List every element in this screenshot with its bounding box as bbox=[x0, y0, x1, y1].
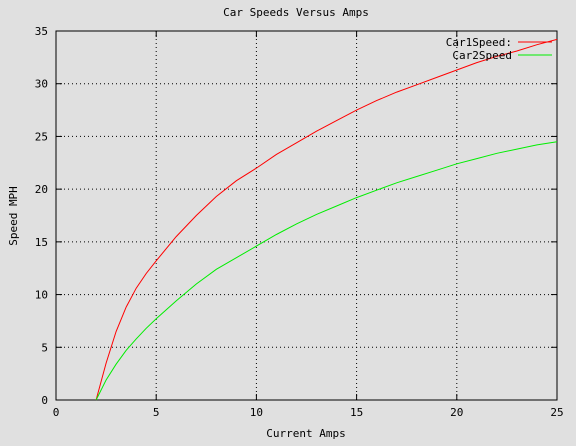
y-tick-label: 25 bbox=[35, 130, 48, 143]
x-tick-label: 25 bbox=[550, 406, 563, 419]
x-tick-label: 10 bbox=[250, 406, 263, 419]
series-line-1 bbox=[95, 38, 558, 401]
y-tick-label: 35 bbox=[35, 25, 48, 38]
legend: Car1Speed:Car2Speed bbox=[446, 36, 552, 62]
grid bbox=[56, 31, 557, 400]
series bbox=[95, 38, 558, 401]
y-tick-label: 5 bbox=[41, 341, 48, 354]
x-tick-label: 5 bbox=[153, 406, 160, 419]
y-tick-label: 20 bbox=[35, 183, 48, 196]
series-line-2 bbox=[95, 141, 558, 401]
legend-label-1: Car1Speed: bbox=[446, 36, 512, 49]
plot-frame bbox=[55, 30, 558, 401]
legend-label-2: Car2Speed bbox=[452, 49, 512, 62]
x-tick-label: 15 bbox=[350, 406, 363, 419]
y-tick-label: 30 bbox=[35, 78, 48, 91]
ticks: 0 5 10 15 20 25 0 5 10 15 20 25 30 35 bbox=[35, 25, 564, 419]
y-axis-label: Speed MPH bbox=[7, 186, 20, 246]
y-tick-label: 15 bbox=[35, 236, 48, 249]
y-tick-label: 10 bbox=[35, 289, 48, 302]
chart-title: Car Speeds Versus Amps bbox=[223, 6, 369, 19]
y-tick-label: 0 bbox=[41, 394, 48, 407]
x-tick-label: 20 bbox=[450, 406, 463, 419]
x-tick-label: 0 bbox=[53, 406, 60, 419]
x-axis-label: Current Amps bbox=[266, 427, 345, 440]
